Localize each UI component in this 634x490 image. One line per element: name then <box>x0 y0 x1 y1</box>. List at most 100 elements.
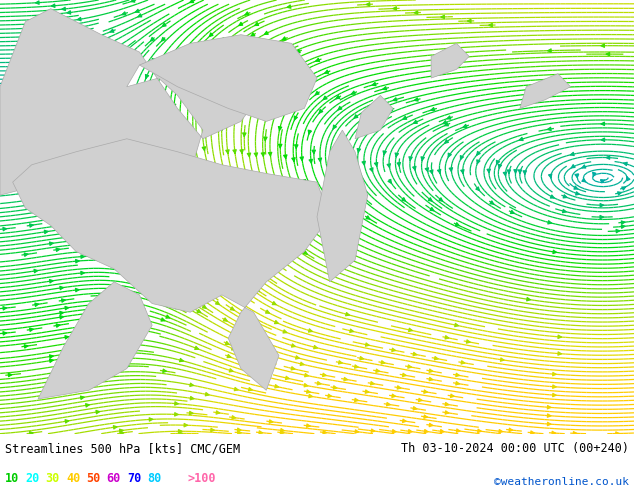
FancyArrowPatch shape <box>467 340 470 343</box>
FancyArrowPatch shape <box>409 157 412 160</box>
FancyArrowPatch shape <box>340 196 344 199</box>
FancyArrowPatch shape <box>170 71 173 75</box>
FancyArrowPatch shape <box>68 107 72 111</box>
FancyArrowPatch shape <box>468 19 471 23</box>
FancyArrowPatch shape <box>392 394 396 397</box>
FancyArrowPatch shape <box>227 354 231 358</box>
FancyArrowPatch shape <box>149 418 153 421</box>
FancyArrowPatch shape <box>234 256 237 260</box>
FancyArrowPatch shape <box>232 416 235 419</box>
FancyArrowPatch shape <box>22 109 25 113</box>
FancyArrowPatch shape <box>75 289 79 292</box>
FancyArrowPatch shape <box>190 396 194 400</box>
FancyArrowPatch shape <box>81 77 85 81</box>
FancyArrowPatch shape <box>122 94 126 98</box>
FancyArrowPatch shape <box>91 344 94 348</box>
FancyArrowPatch shape <box>46 42 49 46</box>
FancyArrowPatch shape <box>104 318 108 321</box>
FancyArrowPatch shape <box>333 125 337 129</box>
FancyArrowPatch shape <box>82 52 86 55</box>
FancyArrowPatch shape <box>266 310 269 313</box>
FancyArrowPatch shape <box>238 431 241 434</box>
FancyArrowPatch shape <box>408 365 411 368</box>
FancyArrowPatch shape <box>409 328 412 331</box>
FancyArrowPatch shape <box>308 130 311 134</box>
FancyArrowPatch shape <box>295 356 299 359</box>
FancyArrowPatch shape <box>220 127 223 131</box>
FancyArrowPatch shape <box>174 413 178 416</box>
FancyArrowPatch shape <box>35 303 39 306</box>
FancyArrowPatch shape <box>294 116 297 120</box>
FancyArrowPatch shape <box>301 362 304 366</box>
Text: 60: 60 <box>107 472 120 486</box>
FancyArrowPatch shape <box>81 96 84 99</box>
FancyArrowPatch shape <box>510 210 514 214</box>
FancyArrowPatch shape <box>461 361 465 364</box>
FancyArrowPatch shape <box>51 25 55 28</box>
FancyArrowPatch shape <box>425 168 429 172</box>
FancyArrowPatch shape <box>307 424 310 427</box>
FancyArrowPatch shape <box>190 57 193 61</box>
FancyArrowPatch shape <box>86 243 89 246</box>
FancyArrowPatch shape <box>36 47 39 50</box>
FancyArrowPatch shape <box>553 372 556 376</box>
FancyArrowPatch shape <box>41 69 44 72</box>
FancyArrowPatch shape <box>44 146 48 149</box>
FancyArrowPatch shape <box>86 404 89 407</box>
FancyArrowPatch shape <box>548 127 551 130</box>
FancyArrowPatch shape <box>51 29 55 32</box>
FancyArrowPatch shape <box>477 160 480 164</box>
FancyArrowPatch shape <box>223 318 227 321</box>
FancyArrowPatch shape <box>172 104 176 108</box>
FancyArrowPatch shape <box>272 302 276 305</box>
FancyArrowPatch shape <box>275 385 278 388</box>
FancyArrowPatch shape <box>166 315 170 318</box>
FancyArrowPatch shape <box>498 164 501 168</box>
FancyArrowPatch shape <box>507 170 510 173</box>
FancyArrowPatch shape <box>339 162 342 166</box>
FancyArrowPatch shape <box>139 225 143 228</box>
FancyArrowPatch shape <box>264 90 268 94</box>
FancyArrowPatch shape <box>161 318 165 321</box>
FancyArrowPatch shape <box>46 55 49 58</box>
FancyArrowPatch shape <box>87 96 90 99</box>
FancyArrowPatch shape <box>60 286 63 290</box>
FancyArrowPatch shape <box>490 201 494 204</box>
FancyArrowPatch shape <box>29 140 32 143</box>
FancyArrowPatch shape <box>403 419 406 422</box>
FancyArrowPatch shape <box>424 430 428 433</box>
FancyArrowPatch shape <box>3 307 6 310</box>
FancyArrowPatch shape <box>247 153 250 157</box>
FancyArrowPatch shape <box>175 306 179 309</box>
FancyArrowPatch shape <box>304 384 307 387</box>
FancyArrowPatch shape <box>415 11 418 14</box>
FancyArrowPatch shape <box>178 174 181 178</box>
FancyArrowPatch shape <box>548 220 552 224</box>
FancyArrowPatch shape <box>383 151 386 155</box>
FancyArrowPatch shape <box>606 52 609 56</box>
FancyArrowPatch shape <box>622 187 626 190</box>
FancyArrowPatch shape <box>4 111 7 115</box>
FancyArrowPatch shape <box>360 357 363 360</box>
Text: >100: >100 <box>188 472 216 486</box>
FancyArrowPatch shape <box>65 336 68 339</box>
FancyArrowPatch shape <box>445 336 449 339</box>
FancyArrowPatch shape <box>44 230 48 234</box>
FancyArrowPatch shape <box>314 345 318 349</box>
FancyArrowPatch shape <box>387 402 390 406</box>
FancyArrowPatch shape <box>231 347 235 350</box>
FancyArrowPatch shape <box>424 390 427 393</box>
FancyArrowPatch shape <box>114 216 118 219</box>
FancyArrowPatch shape <box>429 198 432 201</box>
FancyArrowPatch shape <box>444 123 448 126</box>
Polygon shape <box>431 44 469 78</box>
FancyArrowPatch shape <box>39 185 42 188</box>
FancyArrowPatch shape <box>496 160 500 164</box>
FancyArrowPatch shape <box>34 169 37 172</box>
Text: Streamlines 500 hPa [kts] CMC/GEM: Streamlines 500 hPa [kts] CMC/GEM <box>5 442 240 455</box>
FancyArrowPatch shape <box>302 179 306 183</box>
FancyArrowPatch shape <box>455 323 458 327</box>
FancyArrowPatch shape <box>138 163 141 167</box>
FancyArrowPatch shape <box>601 44 604 48</box>
FancyArrowPatch shape <box>77 218 81 221</box>
